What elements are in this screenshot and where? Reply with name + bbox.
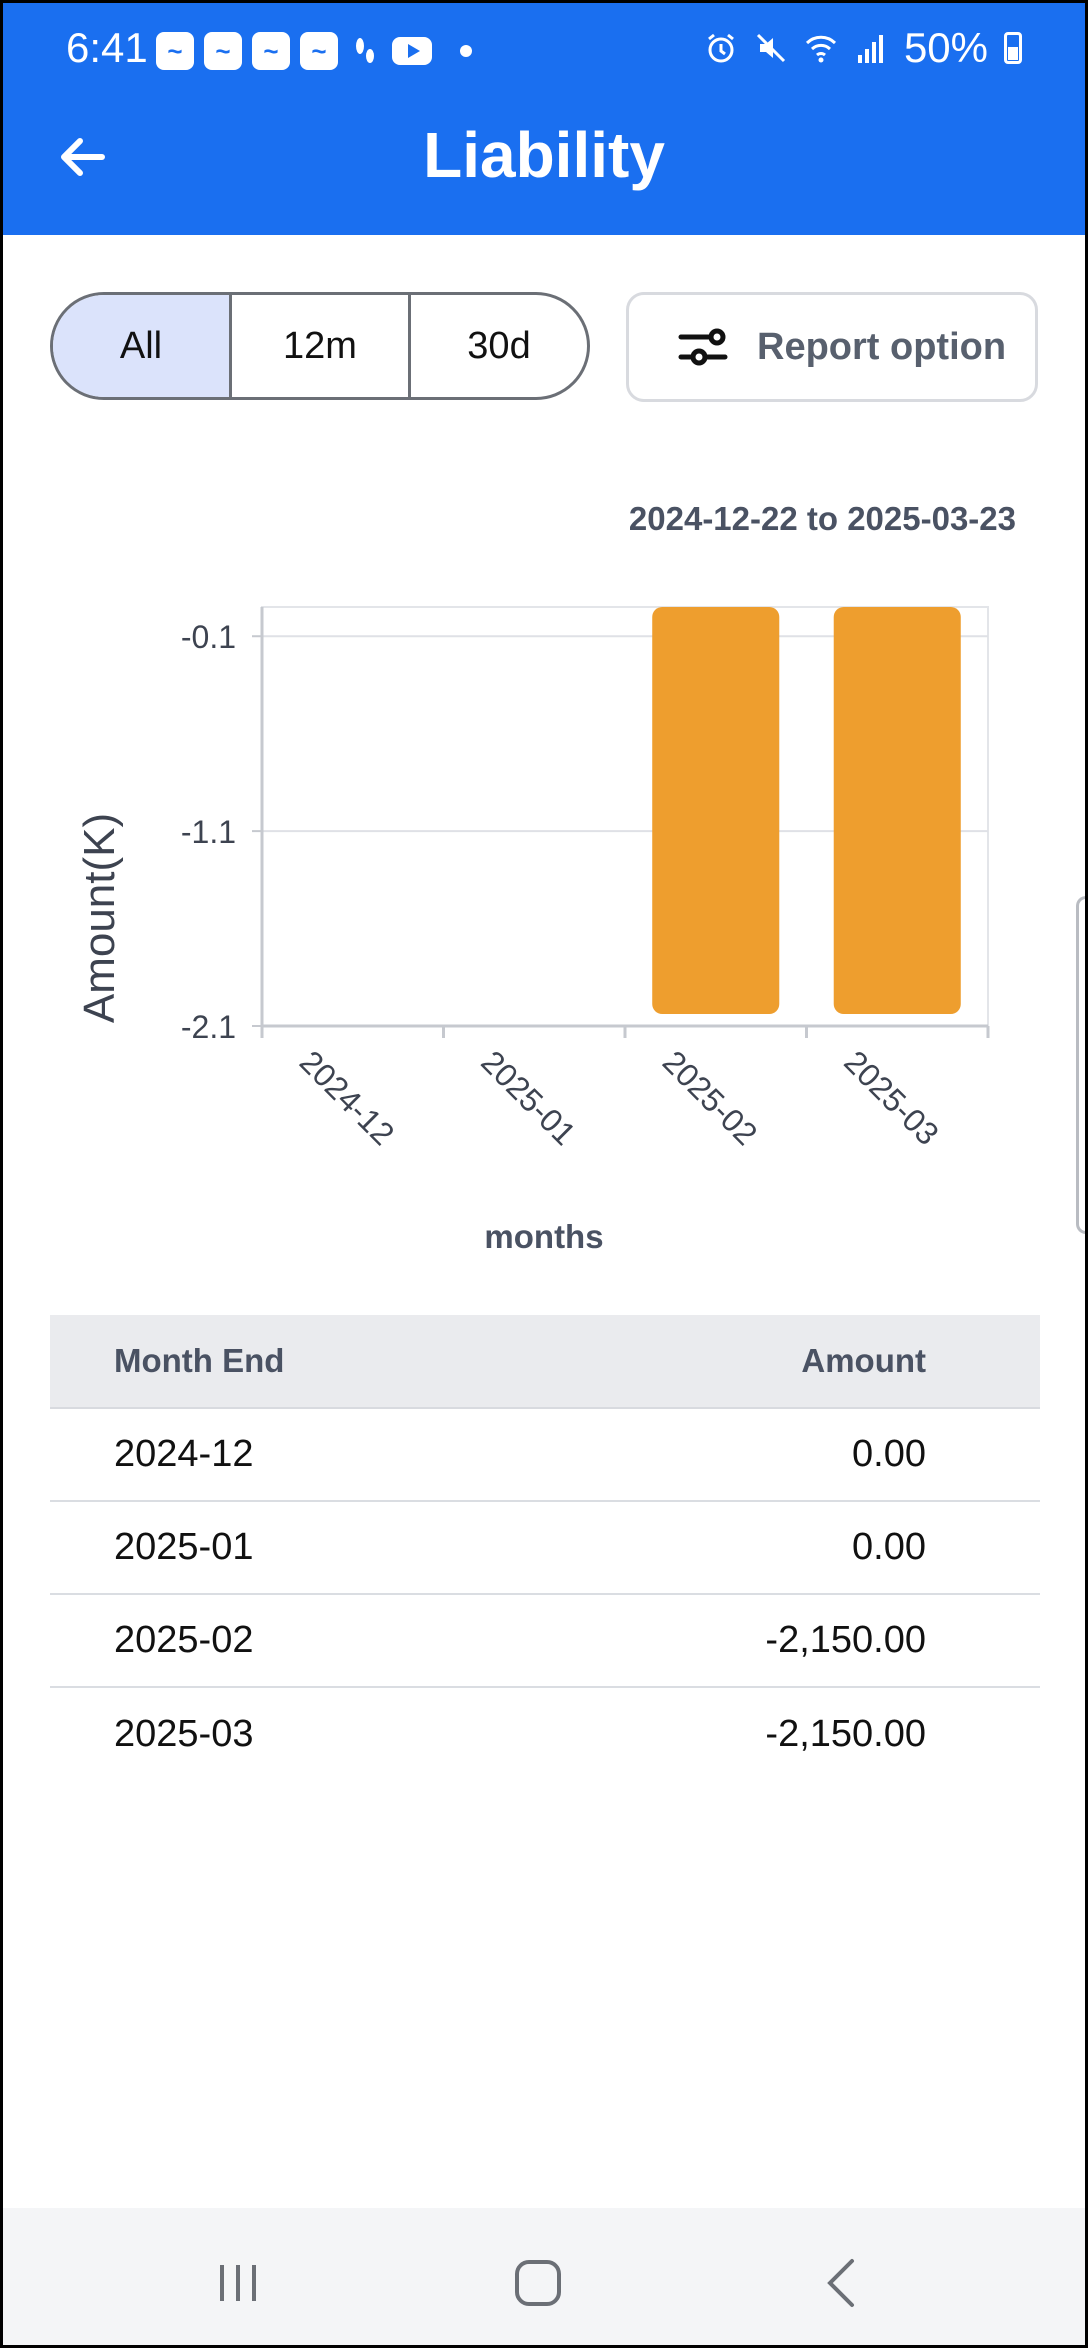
report-option-label: Report option [757,325,1007,368]
app-notification-icon: ~ [300,32,338,70]
cell-month: 2024-12 [114,1433,254,1475]
cell-amount: -2,150.00 [765,1713,926,1755]
status-bar: 6:41 ~ ~ ~ ~ 50% [0,0,1088,100]
segment-12m[interactable]: 12m [232,295,411,397]
table-row[interactable]: 2024-12 0.00 [50,1409,1040,1502]
alarm-icon [708,33,734,63]
segment-all[interactable]: All [53,295,232,397]
segment-30d[interactable]: 30d [467,324,531,367]
x-axis-label: months [484,1218,604,1255]
status-time: 6:41 [66,24,148,71]
y-tick-label: -1.1 [181,814,236,850]
table-header: Month End Amount [50,1315,1040,1409]
x-tick-label: 2024-12 [293,1043,401,1151]
cell-amount: 0.00 [852,1433,926,1475]
scroll-handle[interactable] [1076,896,1088,1234]
liability-bar-chart: -0.1 -1.1 -2.1 2024-12 2025-01 2025-02 2025-03 [181,606,990,1152]
recent-apps-button[interactable] [198,2248,278,2318]
table-row[interactable]: 2025-03 -2,150.00 [50,1688,1040,1781]
mute-icon [756,33,785,63]
footprint-icon [356,38,374,63]
youtube-icon [392,37,432,65]
cell-month: 2025-03 [114,1713,254,1755]
table-row[interactable]: 2025-02 -2,150.00 [50,1595,1040,1688]
bar [833,607,961,1014]
y-axis-label: Amount(K) [75,812,124,1024]
back-button[interactable] [50,125,114,189]
signal-icon [857,35,883,63]
recent-apps-icon [220,2265,256,2301]
bar [652,607,780,1014]
header-month-end: Month End [114,1342,285,1379]
wifi-icon [805,35,836,63]
report-option-button[interactable]: Report option [626,292,1038,402]
header-amount: Amount [801,1342,926,1379]
cell-month: 2025-02 [114,1619,254,1661]
cell-amount: 0.00 [852,1526,926,1568]
app-notification-icon: ~ [252,32,290,70]
y-tick-label: -0.1 [181,619,236,655]
x-tick-label: 2025-02 [656,1043,764,1151]
chevron-left-icon [827,2259,854,2307]
cell-amount: -2,150.00 [765,1619,926,1661]
home-button[interactable] [498,2248,578,2318]
x-tick-label: 2025-03 [837,1043,945,1151]
app-bar: 6:41 ~ ~ ~ ~ 50% Liability [0,0,1088,235]
page-title: Liability [423,119,665,191]
table-row[interactable]: 2025-01 0.00 [50,1502,1040,1595]
more-notifications-dot [460,45,472,57]
cell-month: 2025-01 [114,1526,254,1568]
x-tick-label: 2025-01 [474,1043,582,1151]
date-range: 2024-12-22 to 2025-03-23 [628,500,1016,537]
y-tick-label: -2.1 [181,1009,236,1045]
battery-percent: 50% [903,24,988,71]
period-segmented-control: All 12m 30d [50,292,590,400]
system-nav-bar [0,2208,1088,2348]
sliders-icon [678,328,728,366]
battery-icon [1004,32,1022,64]
home-icon [515,2260,561,2306]
nav-back-button[interactable] [802,2248,882,2318]
app-notification-icon: ~ [204,32,242,70]
system-icons: 50% [704,24,1022,72]
notification-icons: ~ ~ ~ ~ [156,32,472,70]
monthly-table: Month End Amount 2024-12 0.00 2025-01 0.… [50,1315,1040,1781]
arrow-left-icon [61,138,105,176]
app-notification-icon: ~ [156,32,194,70]
